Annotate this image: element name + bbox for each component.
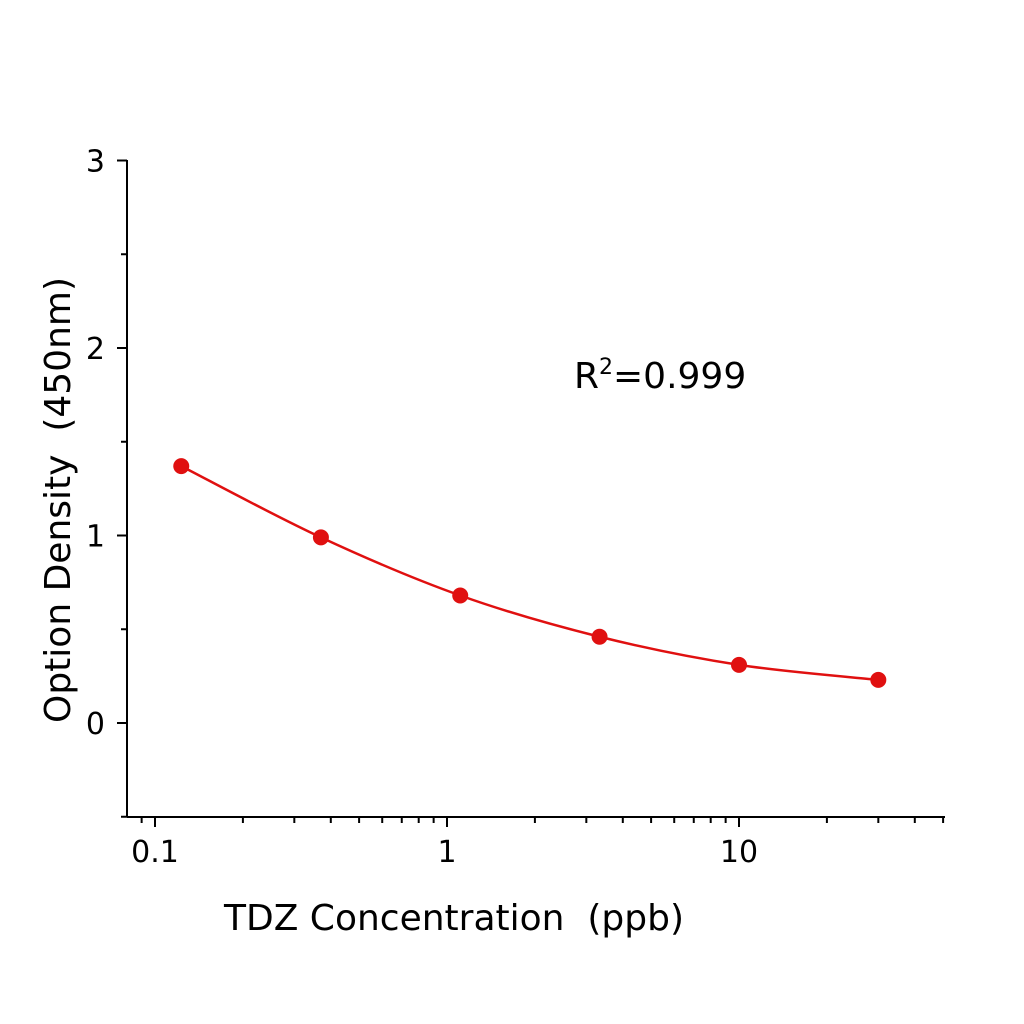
r-squared-superscript: 2: [599, 355, 613, 380]
x-tick-label: 1: [437, 835, 456, 870]
data-point: [870, 671, 887, 688]
r-squared-value: =0.999: [613, 356, 746, 397]
data-point: [731, 656, 747, 673]
x-tick-label: 10: [720, 835, 758, 870]
x-axis-title: TDZ Concentration (ppb): [223, 898, 684, 939]
fit-curve-group: [180, 465, 879, 682]
y-tick-label: 3: [86, 145, 105, 180]
y-tick-label: 0: [86, 707, 105, 742]
axes: [126, 160, 945, 818]
data-points: [173, 458, 887, 688]
y-tick-label: 2: [86, 332, 105, 367]
data-point: [452, 587, 469, 604]
x-ticks: 0.1 1 10: [131, 817, 945, 870]
r-squared-base: R: [574, 356, 599, 397]
data-point: [312, 529, 329, 546]
data-point: [173, 458, 190, 475]
r-squared-annotation: R2=0.999: [574, 355, 746, 397]
data-point: [591, 628, 608, 645]
x-tick-label: 0.1: [131, 835, 179, 870]
y-ticks: 0 1 2 3: [86, 145, 127, 818]
y-tick-label: 1: [86, 520, 105, 555]
y-axis-title: Option Density (450nm): [38, 277, 79, 723]
fit-curve: [180, 465, 879, 682]
